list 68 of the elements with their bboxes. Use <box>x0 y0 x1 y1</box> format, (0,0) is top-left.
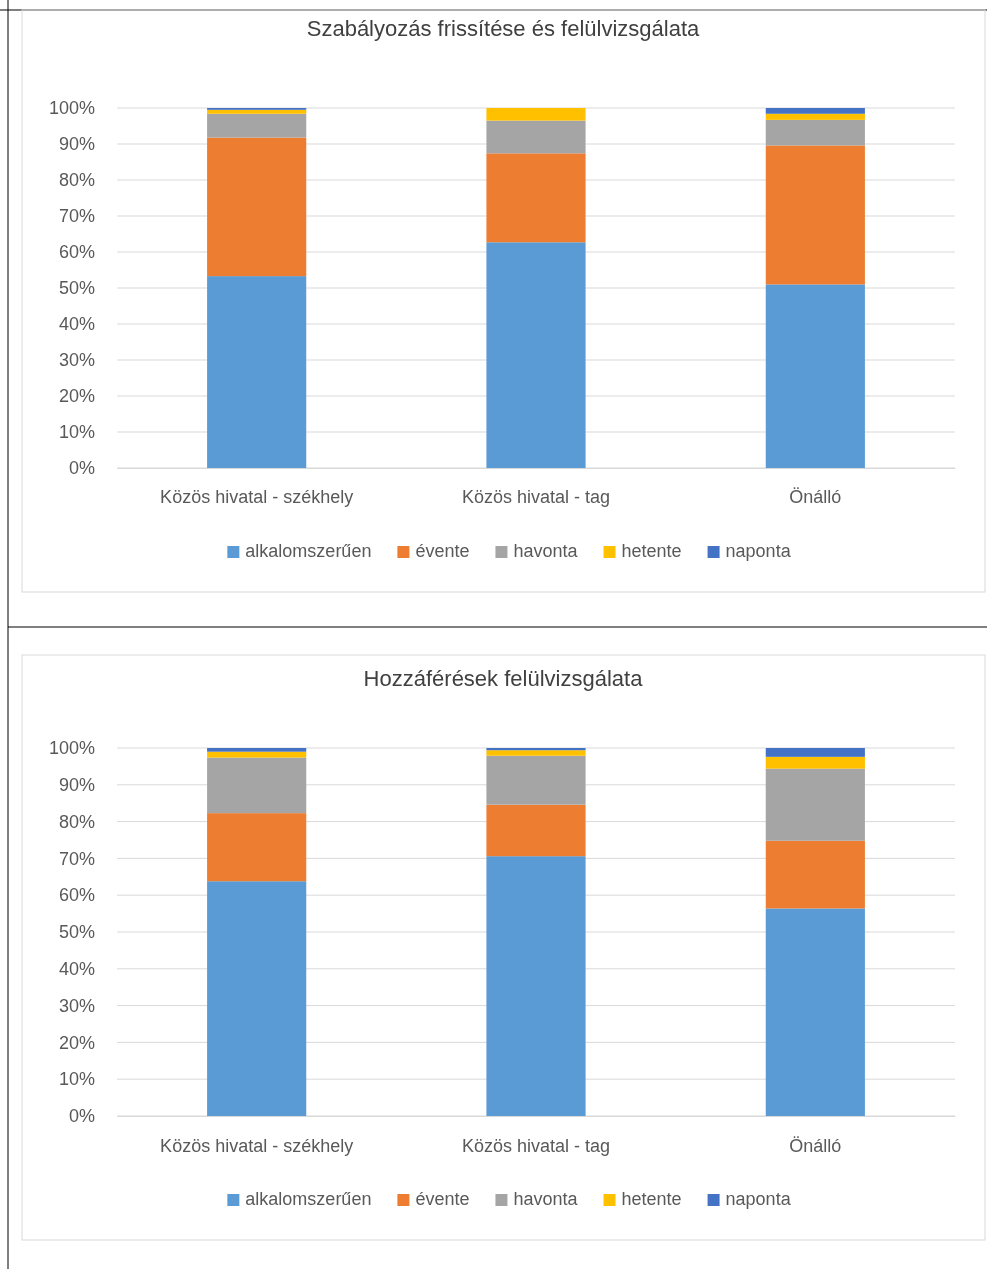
y-tick-label: 20% <box>58 1032 95 1053</box>
bar <box>207 113 307 138</box>
bar <box>765 113 865 120</box>
legend-label: hetente <box>621 540 682 561</box>
bar <box>486 748 586 751</box>
bar <box>765 840 865 909</box>
y-tick-label: 70% <box>58 848 95 869</box>
bar <box>207 813 307 882</box>
bar <box>486 750 586 756</box>
bar <box>765 145 865 285</box>
y-tick-label: 10% <box>58 1069 95 1090</box>
y-tick-label: 90% <box>58 775 95 796</box>
bar <box>765 119 865 146</box>
legend-label: alkalomszerűen <box>245 540 372 561</box>
x-tick-label: Közös hivatal - tag <box>461 1135 611 1156</box>
bar <box>207 276 307 468</box>
bar <box>486 108 586 121</box>
y-tick-label: 100% <box>48 98 95 119</box>
y-tick-label: 40% <box>58 314 95 335</box>
x-tick-label: Közös hivatal - székhely <box>160 1135 354 1156</box>
legend-label: naponta <box>725 540 792 561</box>
legend-label: évente <box>415 540 470 561</box>
y-tick-label: 100% <box>48 738 95 759</box>
y-tick-label: 30% <box>58 995 95 1016</box>
bar <box>486 856 586 1116</box>
y-tick-label: 0% <box>68 458 95 479</box>
legend-label: havonta <box>513 1188 579 1209</box>
legend-label: évente <box>415 1188 470 1209</box>
bar <box>486 242 586 468</box>
chart-title: Hozzáférések felülvizsgálata <box>363 665 644 691</box>
bar <box>765 748 865 757</box>
bar <box>486 755 586 805</box>
y-tick-label: 30% <box>58 350 95 371</box>
bar <box>765 284 865 468</box>
legend-label: hetente <box>621 1188 682 1209</box>
y-tick-label: 80% <box>58 170 95 191</box>
bar <box>207 757 307 814</box>
x-tick-label: Önálló <box>789 486 842 507</box>
y-tick-label: 70% <box>58 206 95 227</box>
chart-title: Szabályozás frissítése és felülvizsgálata <box>306 15 701 41</box>
bar <box>207 881 307 1116</box>
bar <box>207 751 307 758</box>
y-tick-label: 60% <box>58 242 95 263</box>
bar <box>486 120 586 154</box>
bar <box>486 804 586 857</box>
y-tick-label: 50% <box>58 278 95 299</box>
y-tick-label: 90% <box>58 134 95 155</box>
y-tick-label: 50% <box>58 922 95 943</box>
legend-label: naponta <box>725 1188 792 1209</box>
y-tick-label: 10% <box>58 422 95 443</box>
y-tick-label: 80% <box>58 811 95 832</box>
bar <box>765 908 865 1116</box>
bar <box>765 768 865 841</box>
y-tick-label: 0% <box>68 1106 95 1127</box>
y-tick-label: 20% <box>58 386 95 407</box>
bar <box>207 137 307 277</box>
bar <box>486 153 586 243</box>
bar <box>207 109 307 114</box>
y-tick-label: 40% <box>58 959 95 980</box>
x-tick-label: Közös hivatal - tag <box>461 486 611 507</box>
bar <box>765 108 865 114</box>
bar <box>765 756 865 769</box>
legend-label: alkalomszerűen <box>245 1188 372 1209</box>
legend-label: havonta <box>513 540 579 561</box>
x-tick-label: Önálló <box>789 1135 842 1156</box>
x-tick-label: Közös hivatal - székhely <box>160 486 354 507</box>
y-tick-label: 60% <box>58 885 95 906</box>
bar <box>207 748 307 752</box>
